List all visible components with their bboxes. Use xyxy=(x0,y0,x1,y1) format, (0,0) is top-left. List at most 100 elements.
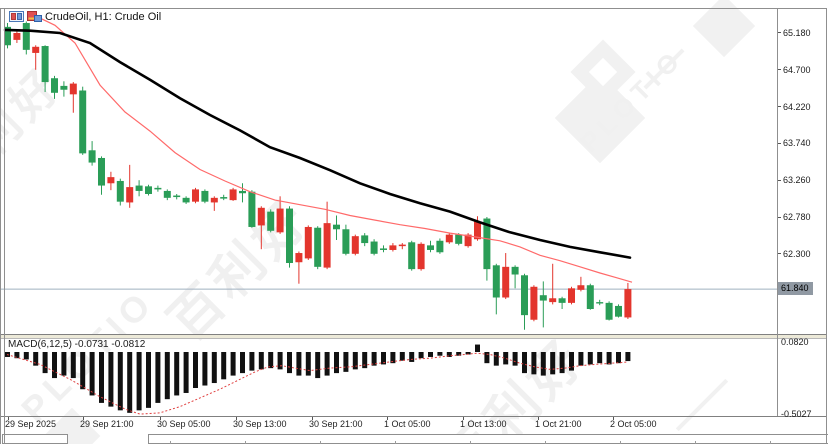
price-axis-label: 63.740 xyxy=(783,138,811,149)
candle-body xyxy=(314,227,322,267)
scroll-tick xyxy=(545,441,546,444)
macd-bar xyxy=(569,352,574,371)
macd-bar xyxy=(108,352,114,407)
price-axis-label: 65.180 xyxy=(783,27,811,38)
candle-body xyxy=(182,197,190,203)
candle-body xyxy=(492,265,500,298)
macd-bar xyxy=(155,352,161,403)
time-axis-line xyxy=(0,416,827,417)
candle-body xyxy=(41,46,49,83)
candle-body xyxy=(370,241,378,254)
macd-bar xyxy=(136,352,142,411)
price-tick xyxy=(777,106,781,108)
macd-bar xyxy=(428,352,433,357)
time-tick xyxy=(8,417,9,420)
macd-bar xyxy=(446,352,452,357)
scrollbar-thumb[interactable] xyxy=(2,434,68,444)
chart-legend: CrudeOil, H1: Crude Oil xyxy=(9,10,161,23)
macd-bar xyxy=(221,352,227,380)
scroll-tick xyxy=(320,441,321,444)
candle-body xyxy=(22,23,30,50)
macd-bar xyxy=(493,352,499,366)
candle-body xyxy=(342,229,350,254)
price-axis-label: 64.220 xyxy=(783,101,811,112)
macd-bar xyxy=(305,352,311,376)
macd-bar xyxy=(522,352,527,374)
candle-body xyxy=(286,208,293,264)
time-axis-label: 30 Sep 13:00 xyxy=(233,419,287,429)
candle-body xyxy=(417,243,425,270)
macd-bar xyxy=(437,352,443,356)
candle-body xyxy=(511,266,519,275)
scroll-tick xyxy=(620,441,621,444)
time-tick xyxy=(160,417,161,420)
candle-body xyxy=(398,244,406,247)
candle-body xyxy=(154,187,162,190)
macd-bar xyxy=(174,352,180,396)
candle-body xyxy=(173,195,181,198)
candle-body xyxy=(586,285,594,310)
candle-body xyxy=(69,83,77,95)
frame-right xyxy=(826,8,827,444)
candle-body xyxy=(361,235,369,244)
macd-panel[interactable] xyxy=(0,338,777,416)
candle-body xyxy=(220,197,228,199)
macd-bar xyxy=(606,352,612,365)
candle-body xyxy=(239,190,246,194)
time-axis-label: 1 Oct 21:00 xyxy=(535,419,582,429)
macd-bar xyxy=(164,352,170,400)
candle-body xyxy=(596,302,604,304)
macd-bar xyxy=(587,352,593,365)
time-tick xyxy=(613,417,614,420)
candle-body xyxy=(539,295,547,301)
scroll-tick xyxy=(470,441,471,444)
macd-bar xyxy=(268,352,274,369)
candle-body xyxy=(276,208,284,233)
candle-body xyxy=(304,226,312,259)
time-tick xyxy=(387,417,388,420)
panel-splitter[interactable] xyxy=(0,334,827,339)
macd-bar xyxy=(258,352,264,370)
candle-body xyxy=(126,187,134,203)
macd-bar xyxy=(61,352,67,376)
chart-icon[interactable] xyxy=(9,10,24,23)
scroll-tick xyxy=(770,441,771,444)
candle-body xyxy=(436,240,444,253)
macd-bar xyxy=(240,352,245,374)
price-tick xyxy=(777,142,781,144)
candle-body xyxy=(79,90,87,154)
macd-bar xyxy=(597,352,603,364)
time-axis-label: 1 Oct 05:00 xyxy=(384,419,431,429)
macd-bar xyxy=(616,352,621,364)
macd-bar xyxy=(371,352,377,366)
candle-body xyxy=(60,85,68,90)
macd-label: MACD(6,12,5) -0.0731 -0.0812 xyxy=(8,339,146,350)
time-axis-label: 29 Sep 21:00 xyxy=(80,419,134,429)
macd-bar xyxy=(475,344,480,353)
macd-bar xyxy=(202,352,208,386)
price-tick xyxy=(777,216,781,218)
price-axis-label: 62.300 xyxy=(783,248,811,259)
macd-bar xyxy=(230,352,236,376)
candle-body xyxy=(549,298,557,303)
scrollbar-track[interactable] xyxy=(148,434,828,444)
price-chart[interactable] xyxy=(0,8,777,334)
macd-bar xyxy=(625,352,631,362)
price-tick xyxy=(777,69,781,71)
macd-bar xyxy=(362,352,368,369)
macd-axis-label: 0.0820 xyxy=(781,336,809,347)
candle-body xyxy=(351,236,359,254)
time-axis-label: 30 Sep 21:00 xyxy=(309,419,363,429)
candle-body xyxy=(192,189,199,202)
candle-body xyxy=(116,180,124,202)
candle-body xyxy=(323,223,331,268)
macd-bar xyxy=(352,352,358,370)
candle-body xyxy=(145,186,152,195)
indicator-icon[interactable] xyxy=(27,10,42,23)
candle-body xyxy=(201,190,209,202)
time-tick xyxy=(538,417,539,420)
candle-body xyxy=(4,26,11,46)
candle-body xyxy=(502,266,510,298)
macd-bar xyxy=(540,352,546,376)
scroll-tick xyxy=(695,441,696,444)
